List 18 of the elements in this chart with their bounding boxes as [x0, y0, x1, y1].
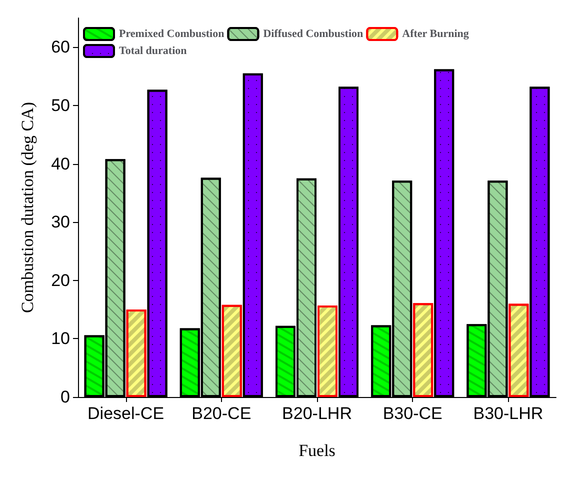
y-tick-label: 60 — [51, 38, 70, 57]
x-tick-label: B20-CE — [192, 404, 252, 423]
y-tick-label: 50 — [51, 96, 70, 115]
y-tick-label: 30 — [51, 212, 70, 232]
x-tick-label: B20-LHR — [282, 404, 352, 423]
y-tick-label: 40 — [51, 154, 70, 174]
x-tick-label: B30-LHR — [473, 404, 544, 423]
legend-label: After Burning — [402, 28, 470, 40]
y-tick-label: 20 — [51, 270, 70, 290]
y-tick-label: 0 — [60, 388, 70, 406]
y-axis-title: Combustion dutation (deg CA) — [18, 102, 37, 314]
y-tick-label: 10 — [51, 329, 70, 348]
x-tick-label: Diesel-CE — [88, 404, 164, 423]
legend-label: Total duration — [119, 45, 187, 57]
legend-label: Diffused Combustion — [263, 28, 364, 40]
x-axis-title: Fuels — [298, 441, 336, 460]
x-tick-label: B30-CE — [382, 404, 442, 423]
legend-label: Premixed Combustion — [119, 28, 224, 40]
